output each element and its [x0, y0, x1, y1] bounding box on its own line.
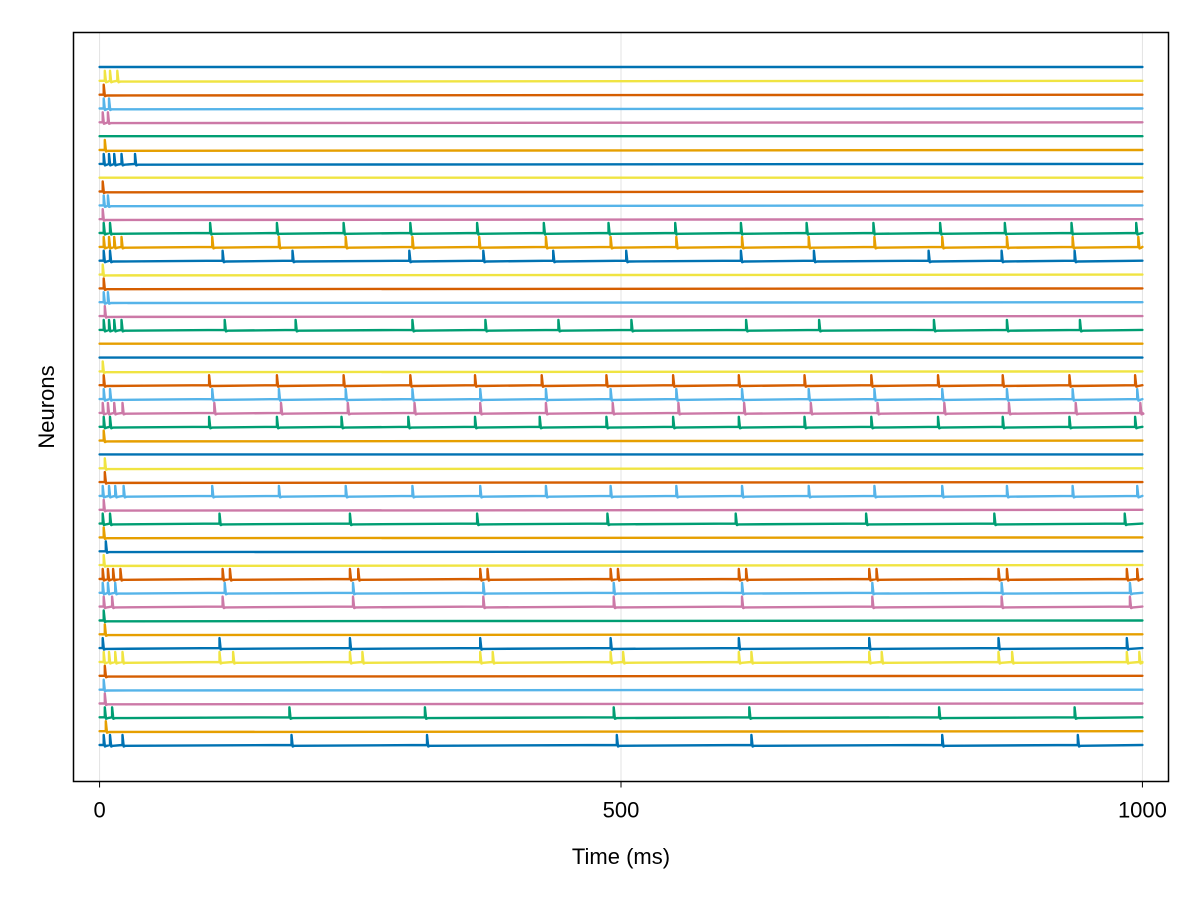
neuron-trace-43 — [98, 152, 1144, 167]
neuron-trace-48 — [98, 83, 1144, 98]
neuron-trace-4 — [98, 692, 1144, 707]
neuron-trace-38 — [98, 221, 1144, 236]
neuron-trace-46 — [98, 111, 1144, 125]
neuron-trace-9 — [98, 623, 1144, 637]
neuron-trace-40 — [98, 194, 1144, 209]
x-axis-label: Time (ms) — [572, 844, 670, 869]
neuron-trace-14 — [98, 553, 1144, 568]
neuron-trace-15 — [98, 540, 1144, 554]
neuron-trace-8 — [98, 636, 1144, 651]
neuron-trace-25 — [98, 401, 1145, 416]
neuron-trace-47 — [98, 97, 1144, 112]
neuron-trace-2 — [98, 720, 1144, 734]
x-tick-label: 500 — [603, 798, 640, 823]
neuron-trace-39 — [98, 208, 1144, 222]
neuron-trace-44 — [98, 138, 1144, 153]
neuron-trace-1 — [98, 733, 1144, 748]
neuron-trace-11 — [98, 595, 1144, 610]
neuron-traces — [98, 65, 1145, 748]
neuron-trace-6 — [98, 664, 1144, 679]
x-tick-label: 1000 — [1118, 798, 1167, 823]
neuron-trace-49 — [98, 69, 1144, 84]
neuron-trace-36 — [98, 249, 1144, 264]
neuron-trace-19 — [98, 484, 1144, 499]
neuron-trace-3 — [98, 706, 1144, 720]
x-axis-ticks: 0 500 1000 — [93, 781, 1167, 823]
neuron-trace-37 — [98, 235, 1144, 250]
neuron-trace-33 — [98, 291, 1144, 305]
neuron-trace-26 — [98, 387, 1144, 402]
neuron-trace-5 — [98, 678, 1144, 693]
neuron-trace-12 — [98, 581, 1144, 596]
neuron-trace-23 — [98, 429, 1144, 444]
gridlines — [99, 32, 1143, 782]
neuron-trace-34 — [98, 277, 1144, 292]
x-tick-label: 0 — [93, 798, 105, 823]
neuron-trace-27 — [98, 374, 1144, 388]
neuron-trace-24 — [98, 415, 1144, 430]
neuron-trace-18 — [98, 498, 1144, 513]
neuron-trace-32 — [98, 304, 1144, 319]
neuron-trace-13 — [98, 567, 1144, 582]
neuron-trace-16 — [98, 526, 1144, 541]
neuron-trace-31 — [98, 318, 1144, 333]
neuron-trace-28 — [98, 360, 1144, 375]
neuron-trace-17 — [98, 512, 1144, 527]
neuron-trace-10 — [98, 609, 1144, 624]
neuron-trace-21 — [98, 457, 1144, 471]
neuron-trace-20 — [98, 470, 1144, 485]
neuron-trace-35 — [98, 263, 1144, 278]
y-axis-label: Neurons — [34, 365, 59, 448]
neuron-trace-41 — [98, 180, 1144, 195]
neuron-trace-7 — [98, 650, 1144, 665]
